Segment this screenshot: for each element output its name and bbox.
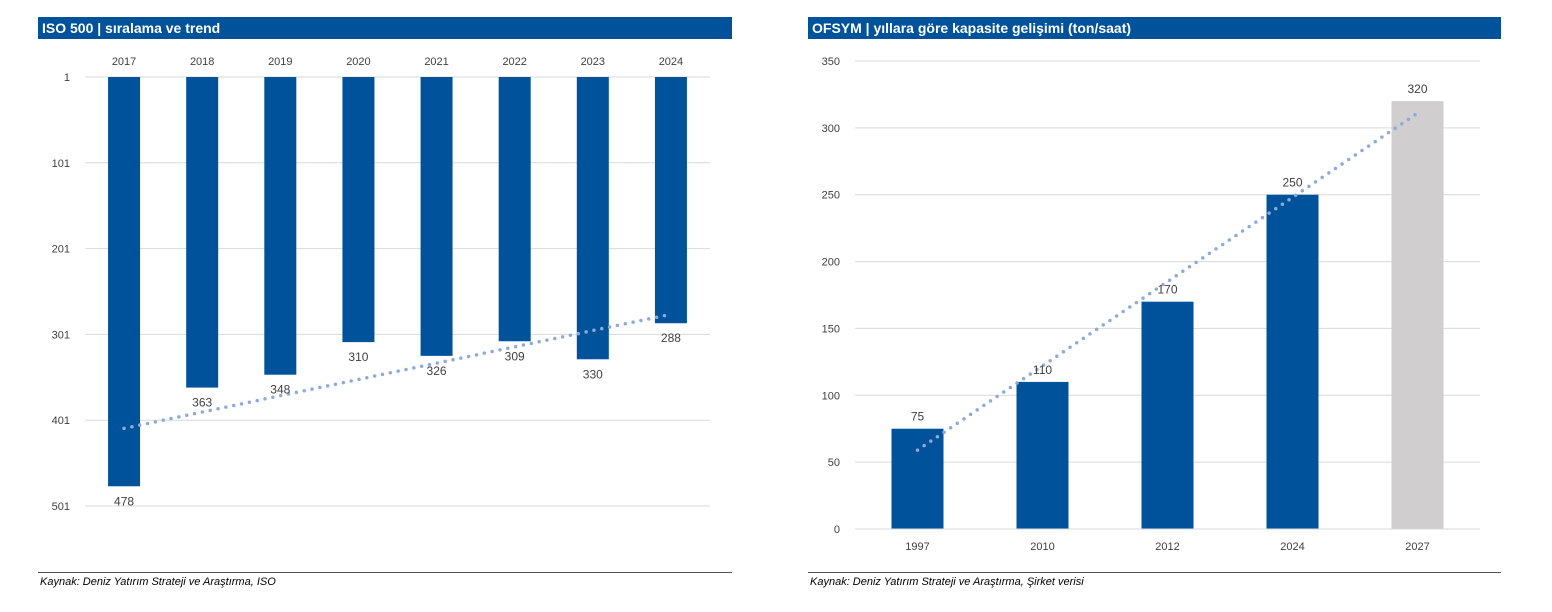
y-tick-label: 200 [822,257,840,269]
x-tick-label: 2022 [502,56,526,68]
data-label: 320 [1407,82,1427,96]
y-tick-label: 201 [52,244,70,256]
ranking-bar [186,77,219,388]
y-tick-label: 350 [822,56,840,68]
y-tick-label: 100 [822,390,840,402]
capacity-bar [1266,194,1319,529]
capacity-bar [1141,301,1194,529]
y-tick-label: 501 [52,501,70,513]
data-label: 309 [505,349,525,363]
ofsym-source-divider [808,572,1501,573]
y-tick-label: 401 [52,415,70,427]
data-label: 310 [348,350,368,364]
x-tick-label: 2023 [581,56,605,68]
ranking-bar [576,77,609,360]
y-tick-label: 1 [64,72,70,84]
y-tick-label: 301 [52,329,70,341]
x-tick-label: 2024 [659,56,683,68]
x-tick-label: 2021 [424,56,448,68]
capacity-bar [1016,381,1069,529]
y-tick-label: 250 [822,190,840,202]
capacity-bar [891,428,944,529]
x-tick-label: 2020 [346,56,370,68]
data-label: 110 [1033,363,1052,377]
x-tick-label: 2024 [1280,541,1304,553]
iso500-panel: ISO 500 | sıralama ve trend 1 101 201 301 40… [0,0,740,612]
data-label: 330 [583,367,603,381]
data-label: 326 [427,364,447,378]
data-label: 250 [1282,176,1302,190]
y-tick-label: 50 [828,457,840,469]
iso500-source-divider [38,572,732,573]
ranking-bar [108,77,141,487]
trendline [915,111,1420,452]
data-label: 363 [192,396,212,410]
ofsym-capacity-chart: 0 50 100 150 200 250 300 350 1997 2010 2012 2024 202… [822,56,1480,553]
iso500-chart-title: ISO 500 | sıralama ve trend [38,17,732,39]
data-label: 170 [1157,283,1177,297]
x-tick-label: 2018 [190,56,214,68]
x-tick-label: 2027 [1405,541,1429,553]
iso500-ranking-chart: 1 101 201 301 401 501 2017 2018 2019 2020 2021 2022… [52,56,710,513]
x-tick-label: 2010 [1030,541,1054,553]
ranking-bar [342,77,375,343]
data-label: 478 [114,494,134,508]
ranking-bar [498,77,531,342]
ranking-bar [654,77,687,324]
ranking-bar [420,77,453,356]
x-tick-label: 2017 [112,56,136,68]
ofsym-source-note: Kaynak: Deniz Yatırım Strateji ve Araştı… [810,576,1084,588]
ranking-bar [264,77,297,375]
ofsym-chart-title: OFSYM | yıllara göre kapasite gelişimi (… [808,17,1501,39]
data-label: 348 [270,383,290,397]
x-tick-label: 2019 [268,56,292,68]
x-tick-label: 2012 [1155,541,1179,553]
y-tick-label: 101 [52,158,70,170]
x-tick-label: 1997 [905,541,929,553]
ofsym-panel: OFSYM | yıllara göre kapasite gelişimi (… [770,0,1552,612]
data-label: 75 [911,410,925,424]
data-label: 288 [661,331,681,345]
y-tick-label: 300 [822,123,840,135]
y-tick-label: 150 [822,323,840,335]
trendline [122,312,673,431]
y-tick-label: 0 [834,524,840,536]
iso500-source-note: Kaynak: Deniz Yatırım Strateji ve Araştı… [40,576,276,588]
capacity-bar-forecast [1391,101,1444,529]
